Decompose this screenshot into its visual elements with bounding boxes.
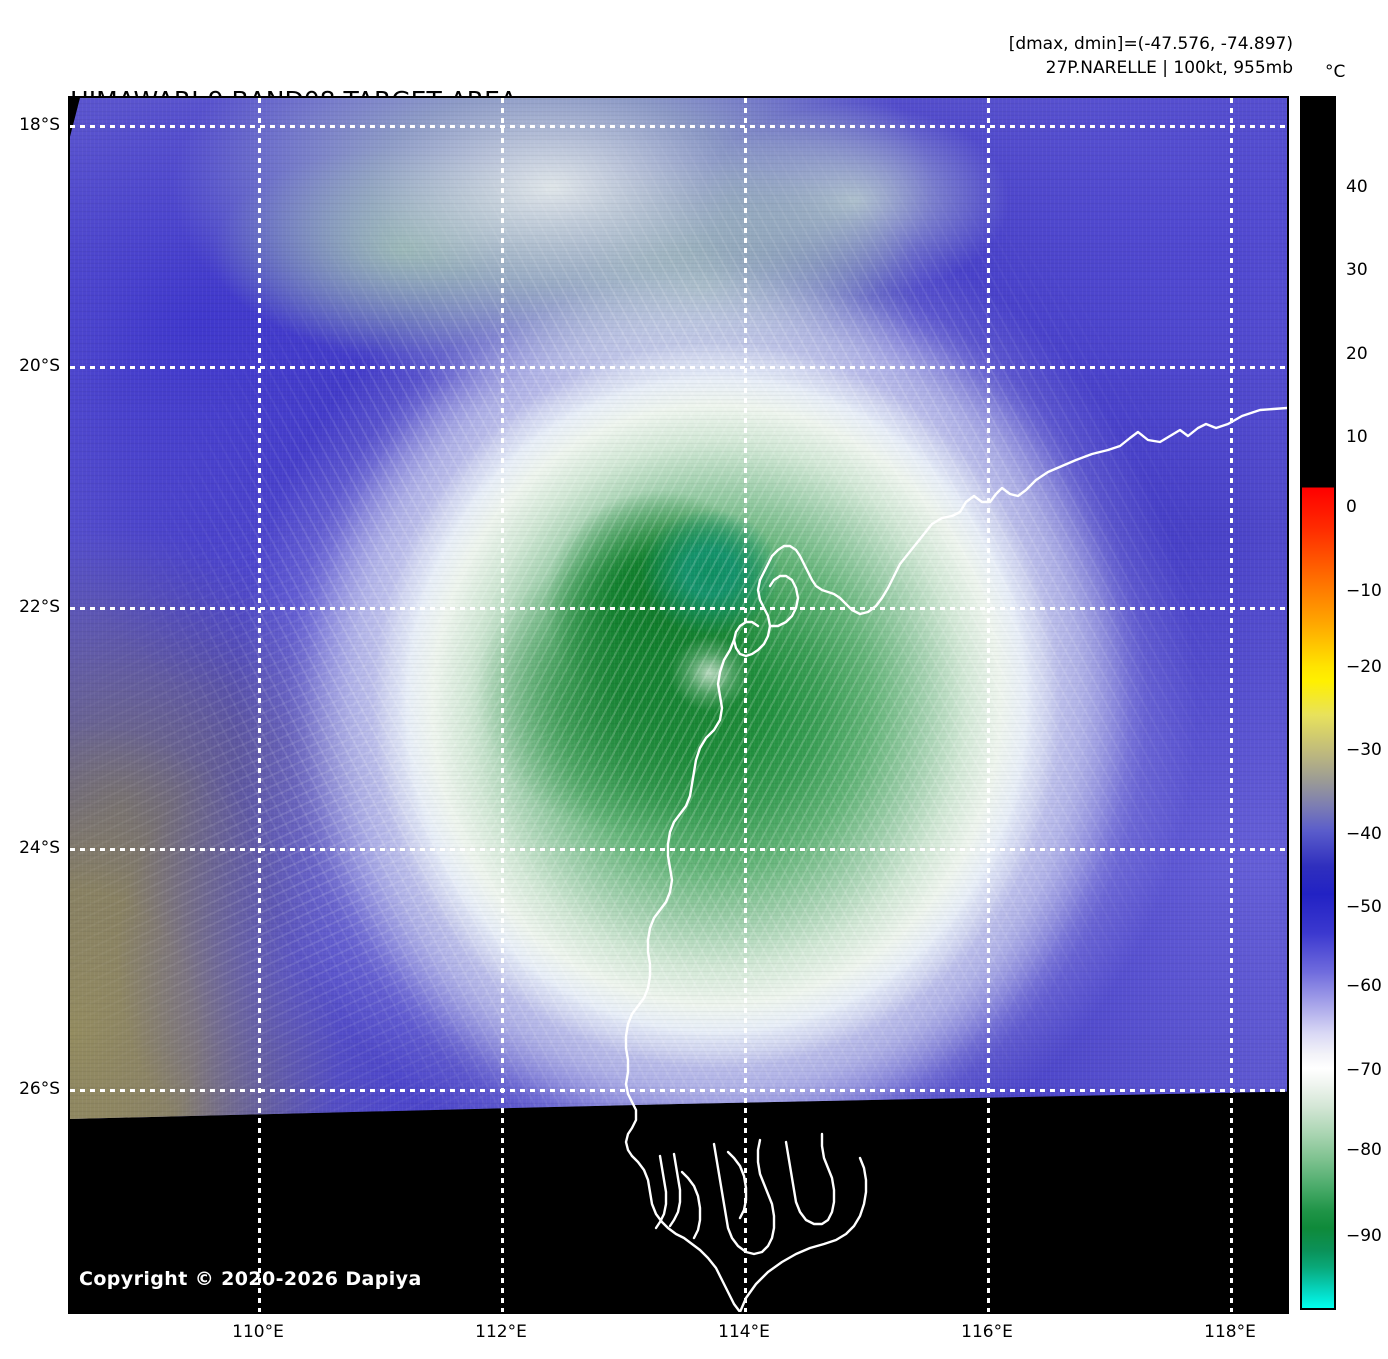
cb-tick-m20: −20 — [1346, 657, 1382, 677]
data-range-annotation: [dmax, dmin]=(-47.576, -74.897) 27P.NARE… — [1009, 32, 1293, 80]
cb-tick-20: 20 — [1346, 344, 1368, 364]
gridline-114E — [744, 98, 747, 1312]
gridline-116E — [987, 98, 990, 1312]
cb-tick-m70: −70 — [1346, 1060, 1382, 1080]
copyright-text: Copyright © 2020-2026 Dapiya — [79, 1268, 422, 1290]
gridline-18S — [70, 125, 1287, 128]
x-tick-114E: 114°E — [718, 1322, 770, 1342]
storm-info-text: 27P.NARELLE | 100kt, 955mb — [1045, 58, 1293, 79]
y-tick-24S: 24°S — [19, 838, 60, 858]
cb-tick-m50: −50 — [1346, 897, 1382, 917]
gridline-20S — [70, 366, 1287, 369]
y-tick-22S: 22°S — [19, 597, 60, 617]
x-tick-118E: 118°E — [1204, 1322, 1256, 1342]
gridline-110E — [258, 98, 261, 1312]
cb-tick-m30: −30 — [1346, 740, 1382, 760]
temperature-colorbar — [1300, 96, 1336, 1310]
gridline-26S — [70, 1089, 1287, 1092]
y-tick-26S: 26°S — [19, 1079, 60, 1099]
cb-tick-m60: −60 — [1346, 976, 1382, 996]
lat-lon-gridlines — [70, 98, 1287, 1312]
satellite-image-plot: Copyright © 2020-2026 Dapiya — [68, 96, 1289, 1314]
plot-canvas: Copyright © 2020-2026 Dapiya — [70, 98, 1287, 1312]
y-tick-20S: 20°S — [19, 356, 60, 376]
colorbar-unit-label: °C — [1325, 62, 1346, 82]
cb-tick-m90: −90 — [1346, 1226, 1382, 1246]
dmax-dmin-text: [dmax, dmin]=(-47.576, -74.897) — [1008, 34, 1293, 54]
colorbar-gradient — [1302, 98, 1334, 1308]
cb-tick-30: 30 — [1346, 260, 1368, 280]
cb-tick-m40: −40 — [1346, 824, 1382, 844]
cb-tick-m80: −80 — [1346, 1140, 1382, 1160]
gridline-112E — [501, 98, 504, 1312]
cb-tick-0: 0 — [1346, 497, 1357, 517]
gridline-22S — [70, 607, 1287, 610]
x-tick-116E: 116°E — [961, 1322, 1013, 1342]
x-tick-112E: 112°E — [475, 1322, 527, 1342]
y-tick-18S: 18°S — [19, 115, 60, 135]
x-tick-110E: 110°E — [232, 1322, 284, 1342]
cb-tick-m10: −10 — [1346, 581, 1382, 601]
cb-tick-40: 40 — [1346, 177, 1368, 197]
gridline-24S — [70, 848, 1287, 851]
cb-tick-10: 10 — [1346, 427, 1368, 447]
gridline-118E — [1230, 98, 1233, 1312]
